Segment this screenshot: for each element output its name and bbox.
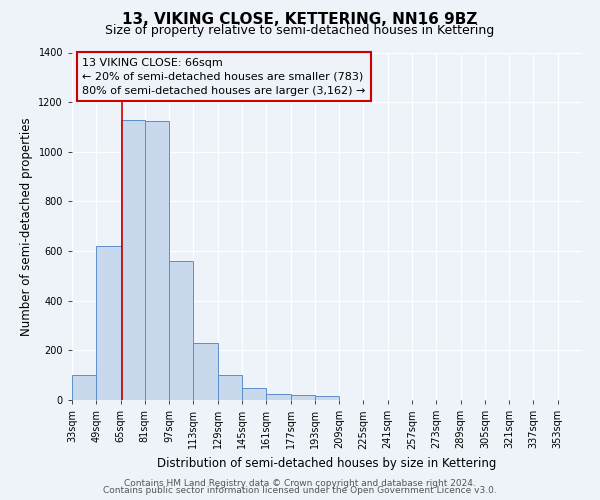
Bar (145, 121, 169, 400)
Text: Contains HM Land Registry data © Crown copyright and database right 2024.: Contains HM Land Registry data © Crown c… (124, 478, 476, 488)
Bar (242, 388, 266, 400)
Y-axis label: Number of semi-detached properties: Number of semi-detached properties (20, 117, 33, 336)
Bar (96, 246, 121, 400)
Bar (169, 261, 193, 400)
Text: 13, VIKING CLOSE, KETTERING, NN16 9BZ: 13, VIKING CLOSE, KETTERING, NN16 9BZ (122, 12, 478, 28)
Bar (315, 396, 339, 400)
Bar (121, 120, 145, 400)
Text: Size of property relative to semi-detached houses in Kettering: Size of property relative to semi-detach… (106, 24, 494, 37)
X-axis label: Distribution of semi-detached houses by size in Kettering: Distribution of semi-detached houses by … (157, 457, 497, 470)
Bar (218, 375, 242, 400)
Text: 13 VIKING CLOSE: 66sqm
← 20% of semi-detached houses are smaller (783)
80% of se: 13 VIKING CLOSE: 66sqm ← 20% of semi-det… (82, 58, 365, 96)
Bar (193, 343, 218, 400)
Bar (72, 375, 96, 400)
Bar (266, 394, 290, 400)
Bar (290, 395, 315, 400)
Text: Contains public sector information licensed under the Open Government Licence v3: Contains public sector information licen… (103, 486, 497, 495)
